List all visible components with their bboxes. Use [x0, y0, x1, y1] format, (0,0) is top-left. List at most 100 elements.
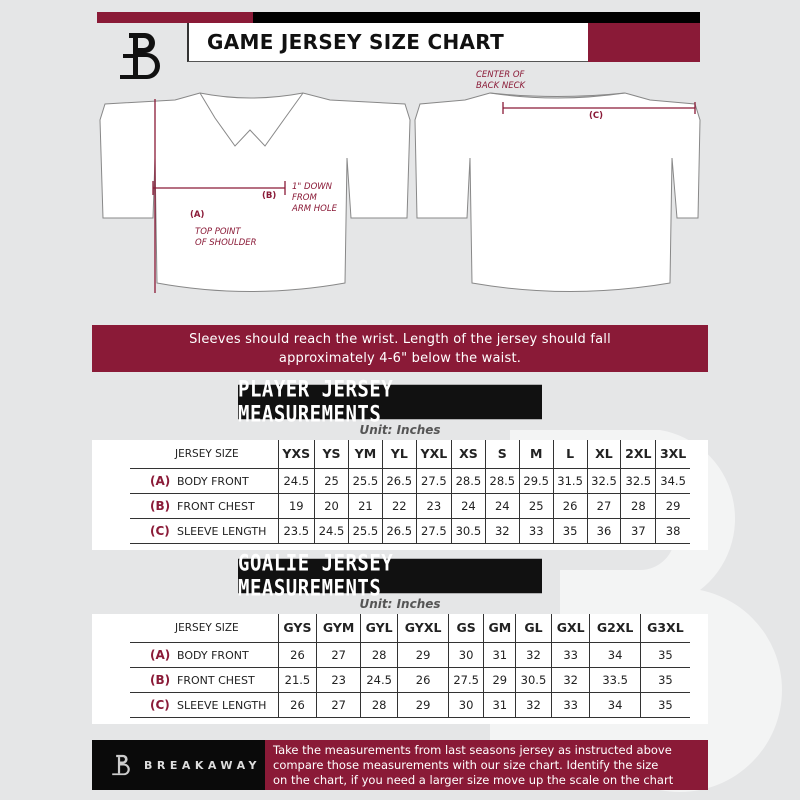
table-cell: 20 [314, 493, 349, 518]
note-line: 1" DOWN [292, 182, 333, 192]
table-cell: 37 [620, 518, 656, 543]
size-column-header: G3XL [639, 614, 690, 642]
table-cell: 26.5 [381, 518, 417, 543]
goalie-heading: GOALIE JERSEY MEASUREMENTS [238, 551, 542, 601]
footer-brand: BREAKAWAY [92, 740, 265, 790]
row-name: FRONT CHEST [177, 673, 255, 687]
size-column-header: 2XL [620, 440, 656, 468]
row-key: (C) [150, 697, 170, 712]
note-line: BACK NECK [476, 81, 526, 91]
table-cell: 28 [359, 692, 398, 717]
table-cell: 32 [515, 642, 552, 667]
row-label: (B) FRONT CHEST [130, 493, 278, 518]
size-column-header: GYM [316, 614, 361, 642]
table-cell: 25.5 [347, 468, 383, 493]
table-cell: 30.5 [450, 518, 486, 543]
size-column-header: 3XL [655, 440, 690, 468]
table-cell: 26 [397, 667, 449, 692]
row-label: (C) SLEEVE LENGTH [130, 518, 278, 543]
label-c: (C) [589, 111, 604, 121]
table-cell: 35 [639, 692, 690, 717]
size-column-header: M [518, 440, 554, 468]
table-header-row: JERSEY SIZE YXS YS YM YL YXL XS S M L XL 2XL 3XL [130, 440, 690, 468]
table-cell: 25.5 [347, 518, 383, 543]
table-cell: 26 [277, 692, 317, 717]
footer-line: Take the measurements from last seasons … [273, 743, 672, 757]
footer-line: on the chart, if you need a larger size … [273, 773, 674, 787]
table-cell: 21 [347, 493, 383, 518]
brand-name: BREAKAWAY [144, 758, 261, 772]
size-column-header: XL [586, 440, 621, 468]
table-cell: 24.5 [359, 667, 398, 692]
table-cell: 28.5 [484, 468, 520, 493]
table-cell: 35 [639, 642, 690, 667]
table-cell: 27 [316, 692, 361, 717]
player-size-table: JERSEY SIZE YXS YS YM YL YXL XS S M L XL 2XL 3XL (A) B… [130, 440, 690, 544]
top-point-note: TOP POINT OF SHOULDER [195, 227, 257, 249]
center-back-neck-note: CENTER OF BACK NECK [476, 70, 525, 92]
footer-line: compare those measurements with our size… [273, 758, 659, 772]
table-cell: 32 [515, 692, 552, 717]
table-row: (C) SLEEVE LENGTH 23.5 24.5 25.5 26.5 27.5 30.5… [130, 518, 690, 543]
jersey-measurement-diagram [99, 92, 701, 293]
row-label: (B) FRONT CHEST [130, 667, 278, 692]
label-a: (A) [190, 210, 205, 220]
table-cell: 33 [550, 692, 590, 717]
table-cell: 32.5 [620, 468, 656, 493]
row-label: (A) BODY FRONT [130, 468, 278, 493]
table-cell: 34.5 [655, 468, 690, 493]
table-cell: 29 [483, 667, 516, 692]
table-cell: 26.5 [381, 468, 417, 493]
banner-line: approximately 4-6" below the waist. [278, 351, 522, 366]
table-cell: 27 [316, 642, 361, 667]
table-cell: 27 [586, 493, 621, 518]
note-line: FROM [292, 193, 317, 203]
size-column-header: GYS [277, 614, 317, 642]
table-cell: 24 [450, 493, 486, 518]
table-cell: 29 [655, 493, 690, 518]
row-key: (A) [150, 473, 171, 488]
top-accent-bar [97, 12, 253, 23]
footer-instructions: Take the measurements from last seasons … [265, 740, 708, 790]
front-jersey-illustration [99, 92, 411, 292]
row-key: (A) [150, 647, 171, 662]
table-cell: 38 [655, 518, 690, 543]
table-cell: 24.5 [277, 468, 315, 493]
table-cell: 27.5 [447, 667, 484, 692]
table-row: (C) SLEEVE LENGTH 26 27 28 29 30 31 32 33 34 35 [130, 692, 690, 717]
table-cell: 35 [552, 518, 588, 543]
size-column-header: YL [381, 440, 417, 468]
title-accent-block [588, 23, 700, 62]
note-line: ARM HOLE [292, 204, 337, 214]
back-jersey-illustration [414, 92, 701, 292]
size-header: JERSEY SIZE [175, 621, 239, 634]
table-cell: 22 [381, 493, 417, 518]
row-name: SLEEVE LENGTH [177, 698, 267, 712]
table-cell: 25 [314, 468, 349, 493]
table-cell: 32.5 [586, 468, 621, 493]
label-b: (B) [262, 191, 277, 201]
table-cell: 31 [483, 642, 516, 667]
size-column-header: GM [483, 614, 516, 642]
table-cell: 33 [518, 518, 554, 543]
size-column-header: YXL [415, 440, 452, 468]
table-cell: 30 [447, 692, 484, 717]
size-column-header: XS [450, 440, 486, 468]
arm-hole-note: 1" DOWN FROM ARM HOLE [292, 182, 337, 215]
table-cell: 28 [359, 642, 398, 667]
size-column-header: YS [314, 440, 349, 468]
size-column-header: GS [447, 614, 484, 642]
table-row: (A) BODY FRONT 24.5 25 25.5 26.5 27.5 28.5 28.5 2… [130, 468, 690, 493]
table-cell: 33.5 [589, 667, 641, 692]
row-name: SLEEVE LENGTH [177, 524, 267, 538]
row-key: (C) [150, 523, 170, 538]
row-key: (B) [150, 672, 171, 687]
table-cell: 35 [639, 667, 690, 692]
table-row: (B) FRONT CHEST 19 20 21 22 23 24 24 25 26 27 28 29 [130, 493, 690, 518]
size-column-header: GYL [359, 614, 398, 642]
table-cell: 25 [518, 493, 554, 518]
table-cell: 28 [620, 493, 656, 518]
size-header: JERSEY SIZE [175, 447, 239, 460]
table-cell: 28.5 [450, 468, 486, 493]
banner-line: Sleeves should reach the wrist. Length o… [189, 332, 611, 347]
